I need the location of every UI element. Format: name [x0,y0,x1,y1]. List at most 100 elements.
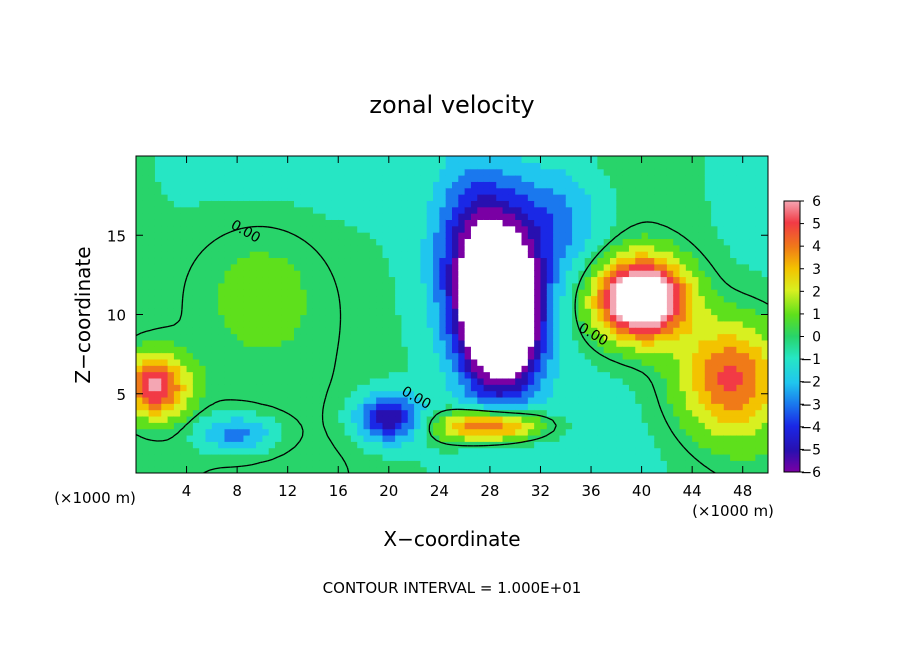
field-cell [142,181,150,189]
field-cell [540,187,548,195]
field-cell [736,251,744,259]
field-cell [730,251,737,259]
field-cell [142,352,150,360]
field-cell [742,339,750,347]
field-cell [439,327,447,335]
field-cell [249,175,257,182]
field-cell [306,301,314,309]
field-cell [243,244,251,252]
field-cell [553,282,561,290]
field-cell [357,339,365,347]
field-cell [572,409,579,417]
field-cell [508,333,516,341]
field-cell [673,314,681,322]
field-cell [414,187,421,195]
field-cell [692,181,700,189]
field-cell [148,194,156,201]
field-cell [338,162,346,170]
field-cell [622,428,630,436]
field-cell [477,168,485,176]
field-cell [591,333,598,341]
field-cell [376,238,384,246]
field-cell [679,441,687,449]
field-cell [515,339,523,347]
field-cell [610,181,617,189]
field-cell [578,162,586,170]
field-cell [673,371,681,379]
field-cell [736,371,744,379]
field-cell [325,219,333,227]
field-cell [262,327,270,335]
field-cell [287,238,295,246]
field-cell [540,339,548,347]
field-cell [508,352,516,360]
field-cell [723,434,731,442]
field-cell [211,415,219,423]
field-cell [597,314,605,322]
field-cell [534,377,542,385]
field-cell [603,194,611,201]
field-cell [527,175,535,182]
field-cell [319,181,327,189]
field-cell [591,339,598,347]
field-cell [344,206,352,214]
field-cell [711,314,719,322]
field-cell [483,434,491,442]
field-cell [136,295,143,303]
field-cell [319,346,327,354]
field-cell [470,396,478,404]
field-cell [704,447,712,455]
field-cell [578,219,586,227]
field-cell [597,377,605,385]
field-cell [540,371,548,379]
field-cell [540,403,548,411]
field-cell [344,384,352,392]
field-cell [325,301,333,309]
field-cell [641,295,649,303]
field-cell [344,257,352,265]
field-cell [723,466,731,473]
field-cell [306,409,314,417]
field-cell [445,308,453,316]
field-cell [350,447,358,455]
field-cell [597,434,605,442]
field-cell [445,333,453,341]
field-cell [489,251,497,259]
field-cell [186,213,194,220]
field-cell [445,181,453,189]
field-cell [483,441,491,449]
field-cell [565,244,573,252]
field-cell [262,175,270,182]
field-cell [136,308,143,316]
field-cell [382,289,390,297]
field-cell [369,238,377,246]
field-cell [603,225,611,233]
field-cell [439,447,447,455]
field-cell [376,213,384,220]
field-cell [546,244,554,252]
field-cell [723,453,731,461]
field-cell [154,365,162,373]
field-cell [363,352,371,360]
field-cell [704,339,712,347]
field-cell [420,377,428,385]
field-cell [679,238,687,246]
field-cell [186,333,194,341]
field-cell [673,308,681,316]
field-cell [698,295,706,303]
field-cell [439,251,447,259]
field-cell [319,371,327,379]
field-cell [414,377,421,385]
field-cell [685,232,693,240]
field-cell [452,301,459,309]
field-cell [154,232,162,240]
field-cell [685,187,693,195]
field-cell [749,453,756,461]
field-cell [736,358,744,366]
field-cell [622,270,630,278]
field-cell [281,295,289,303]
field-cell [180,295,188,303]
field-cell [660,251,668,259]
field-cell [685,346,693,354]
field-cell [439,219,447,227]
